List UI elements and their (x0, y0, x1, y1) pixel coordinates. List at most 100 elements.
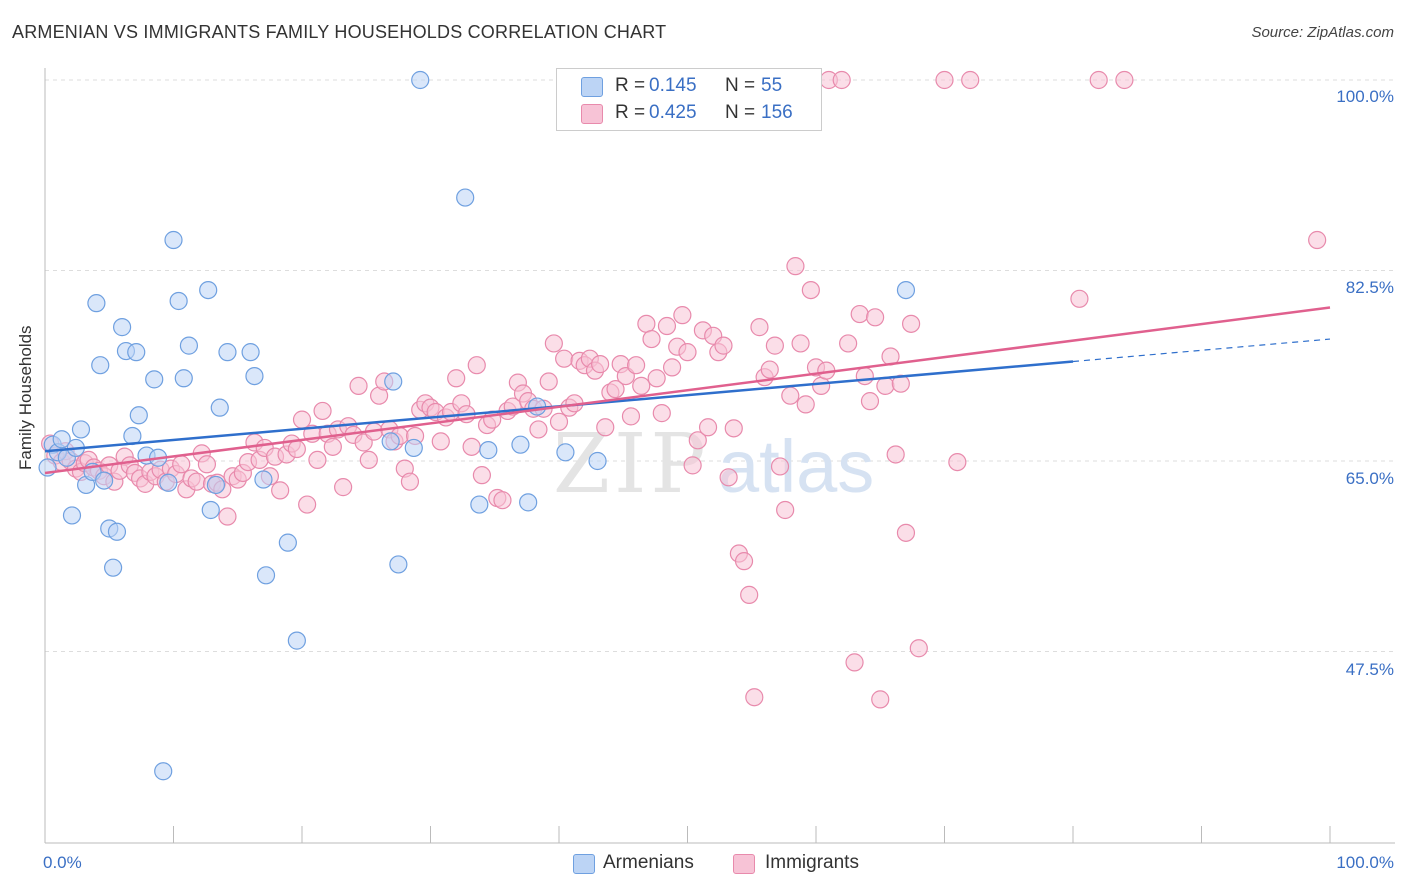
armenians-point-15 (107, 522, 127, 541)
immigrants-point-115 (632, 376, 651, 395)
immigrants-point-35 (218, 507, 237, 526)
armenians-point-36 (245, 366, 264, 386)
immigrants-point-145 (786, 257, 805, 276)
immigrants-point-135 (734, 552, 754, 571)
legend-r-value-immigrants: 0.425 (649, 102, 697, 123)
armenians-point-35 (241, 343, 260, 362)
immigrants-point-116 (637, 314, 656, 333)
armenians-point-50 (519, 493, 538, 512)
immigrants-point-164 (891, 374, 910, 393)
legend-n-label: N = (725, 102, 756, 123)
immigrants-point-118 (647, 369, 666, 388)
armenians-point-49 (511, 435, 530, 454)
immigrants-point-170 (961, 70, 980, 90)
immigrants-point-142 (770, 457, 790, 476)
x-tick-label-0: 0.0% (43, 853, 82, 872)
armenians-point-27 (169, 291, 188, 311)
armenians-point-45 (411, 70, 430, 90)
armenians-point-24 (154, 762, 173, 781)
immigrants-point-158 (860, 392, 880, 411)
immigrants-point-174 (1308, 230, 1327, 250)
immigrants-point-157 (855, 366, 874, 386)
armenians-point-48 (479, 441, 498, 460)
immigrants-point-84 (472, 466, 491, 485)
immigrants-point-97 (539, 372, 558, 391)
immigrants-point-95 (529, 420, 548, 439)
immigrants-point-144 (781, 386, 800, 405)
immigrants-point-82 (462, 437, 481, 456)
immigrants-point-165 (896, 523, 916, 542)
armenians-point-34 (218, 343, 237, 362)
immigrants-point-173 (1115, 70, 1134, 90)
immigrants-point-138 (750, 318, 769, 337)
legend-r-value-armenians: 0.145 (649, 75, 697, 96)
immigrants-point-45 (271, 481, 290, 500)
immigrants-point-171 (1070, 289, 1089, 308)
armenians-point-42 (384, 372, 403, 391)
immigrants-point-168 (935, 70, 954, 90)
immigrants-point-113 (621, 407, 641, 426)
y-tick-label-100: 100.0% (1336, 87, 1394, 106)
immigrants-point-50 (298, 495, 317, 514)
legend-n-value-immigrants: 156 (761, 102, 793, 123)
immigrants-point-100 (555, 349, 574, 368)
immigrants-legend-label: Immigrants (765, 852, 859, 873)
immigrants-point-159 (866, 308, 885, 327)
armenians-point-3 (52, 430, 71, 449)
immigrants-point-79 (447, 369, 466, 388)
legend-n-label: N = (725, 75, 756, 96)
immigrants-point-169 (948, 452, 967, 472)
armenians-point-19 (127, 343, 146, 362)
armenians-point-41 (381, 432, 400, 451)
watermark-zip: ZIP (553, 417, 710, 512)
immigrants-point-29 (187, 472, 206, 491)
immigrants-point-124 (678, 343, 697, 362)
immigrants-point-31 (197, 455, 217, 474)
immigrants-point-26 (172, 455, 191, 474)
armenians-point-43 (389, 555, 408, 574)
immigrants-point-76 (431, 432, 450, 451)
immigrants-point-60 (349, 376, 368, 395)
armenians-point-52 (556, 443, 575, 462)
immigrants-point-83 (467, 356, 486, 375)
armenians-point-20 (129, 406, 148, 425)
legend-r-label: R = (615, 102, 646, 123)
armenians-point-22 (145, 370, 164, 389)
armenians-point-39 (278, 533, 297, 552)
armenians-point-38 (256, 566, 276, 585)
immigrants-swatch (581, 104, 603, 124)
armenians-point-12 (95, 471, 114, 490)
armenians-point-54 (896, 280, 916, 300)
armenians-point-11 (91, 356, 110, 375)
legend-r-label: R = (615, 75, 646, 96)
armenians-legend-label: Armenians (603, 852, 694, 873)
armenians-point-44 (404, 438, 423, 458)
immigrants-point-163 (886, 445, 905, 464)
immigrants-point-123 (673, 306, 692, 325)
immigrants-point-119 (652, 404, 671, 423)
immigrants-point-146 (791, 334, 810, 353)
immigrants-point-147 (796, 395, 815, 414)
immigrants-point-55 (323, 437, 342, 456)
immigrants-point-62 (359, 450, 378, 470)
immigrants-point-49 (292, 410, 312, 429)
armenians-point-30 (199, 280, 218, 300)
armenians-point-33 (210, 398, 229, 417)
immigrants-legend-swatch (733, 854, 755, 874)
armenians-point-25 (159, 473, 178, 492)
armenians-trend-extension (1072, 338, 1331, 363)
armenians-point-29 (179, 336, 199, 355)
armenians-point-37 (254, 470, 273, 489)
armenians-point-31 (201, 500, 220, 520)
immigrants-point-155 (845, 653, 864, 672)
correlation-legend: R = 0.145 N = 55 R = 0.425 N = 156 (556, 68, 822, 131)
armenians-point-10 (87, 294, 106, 313)
y-tick-label-47-5: 47.5% (1345, 660, 1394, 679)
immigrants-point-166 (901, 314, 921, 333)
armenians-point-53 (588, 451, 607, 471)
immigrants-point-148 (801, 280, 820, 300)
immigrants-point-121 (662, 358, 682, 377)
immigrants-point-128 (698, 418, 718, 437)
y-tick-label-82-5: 82.5% (1345, 278, 1394, 297)
